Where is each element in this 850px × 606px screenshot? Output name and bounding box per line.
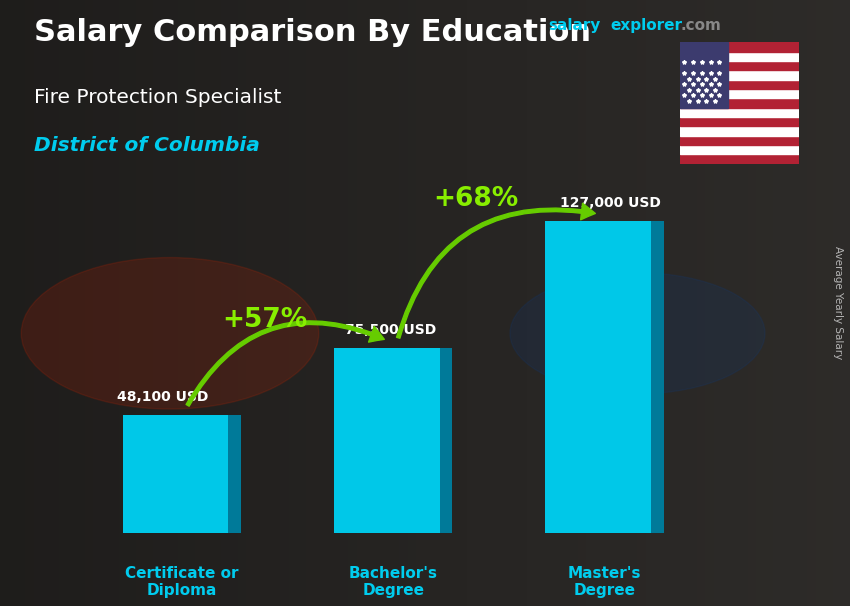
Text: District of Columbia: District of Columbia <box>34 136 260 155</box>
Bar <box>680 70 799 80</box>
Bar <box>680 98 799 108</box>
Text: Master's
Degree: Master's Degree <box>568 566 641 598</box>
Text: 75,500 USD: 75,500 USD <box>344 323 436 337</box>
Text: +68%: +68% <box>433 185 518 211</box>
Text: explorer: explorer <box>610 18 683 33</box>
Bar <box>680 136 799 145</box>
Polygon shape <box>229 415 241 533</box>
Bar <box>334 348 439 533</box>
Ellipse shape <box>510 273 765 394</box>
Ellipse shape <box>21 258 319 409</box>
Bar <box>680 61 799 70</box>
Text: salary: salary <box>548 18 601 33</box>
Polygon shape <box>651 221 664 533</box>
Bar <box>680 108 799 117</box>
Bar <box>680 42 799 52</box>
Bar <box>123 415 229 533</box>
Text: .com: .com <box>680 18 721 33</box>
Bar <box>680 145 799 155</box>
Bar <box>680 80 799 89</box>
Bar <box>546 221 651 533</box>
Bar <box>680 117 799 126</box>
Text: Average Yearly Salary: Average Yearly Salary <box>833 247 843 359</box>
Polygon shape <box>439 348 452 533</box>
Bar <box>680 126 799 136</box>
Text: 127,000 USD: 127,000 USD <box>560 196 661 210</box>
FancyArrowPatch shape <box>186 321 384 406</box>
Bar <box>680 155 799 164</box>
Bar <box>680 52 799 61</box>
Bar <box>680 89 799 98</box>
Text: +57%: +57% <box>222 307 307 333</box>
Text: Salary Comparison By Education: Salary Comparison By Education <box>34 18 591 47</box>
Text: Bachelor's
Degree: Bachelor's Degree <box>348 566 438 598</box>
Text: Fire Protection Specialist: Fire Protection Specialist <box>34 88 281 107</box>
FancyArrowPatch shape <box>397 203 595 338</box>
Text: 48,100 USD: 48,100 USD <box>116 390 208 404</box>
Bar <box>680 42 728 108</box>
Text: Certificate or
Diploma: Certificate or Diploma <box>125 566 239 598</box>
